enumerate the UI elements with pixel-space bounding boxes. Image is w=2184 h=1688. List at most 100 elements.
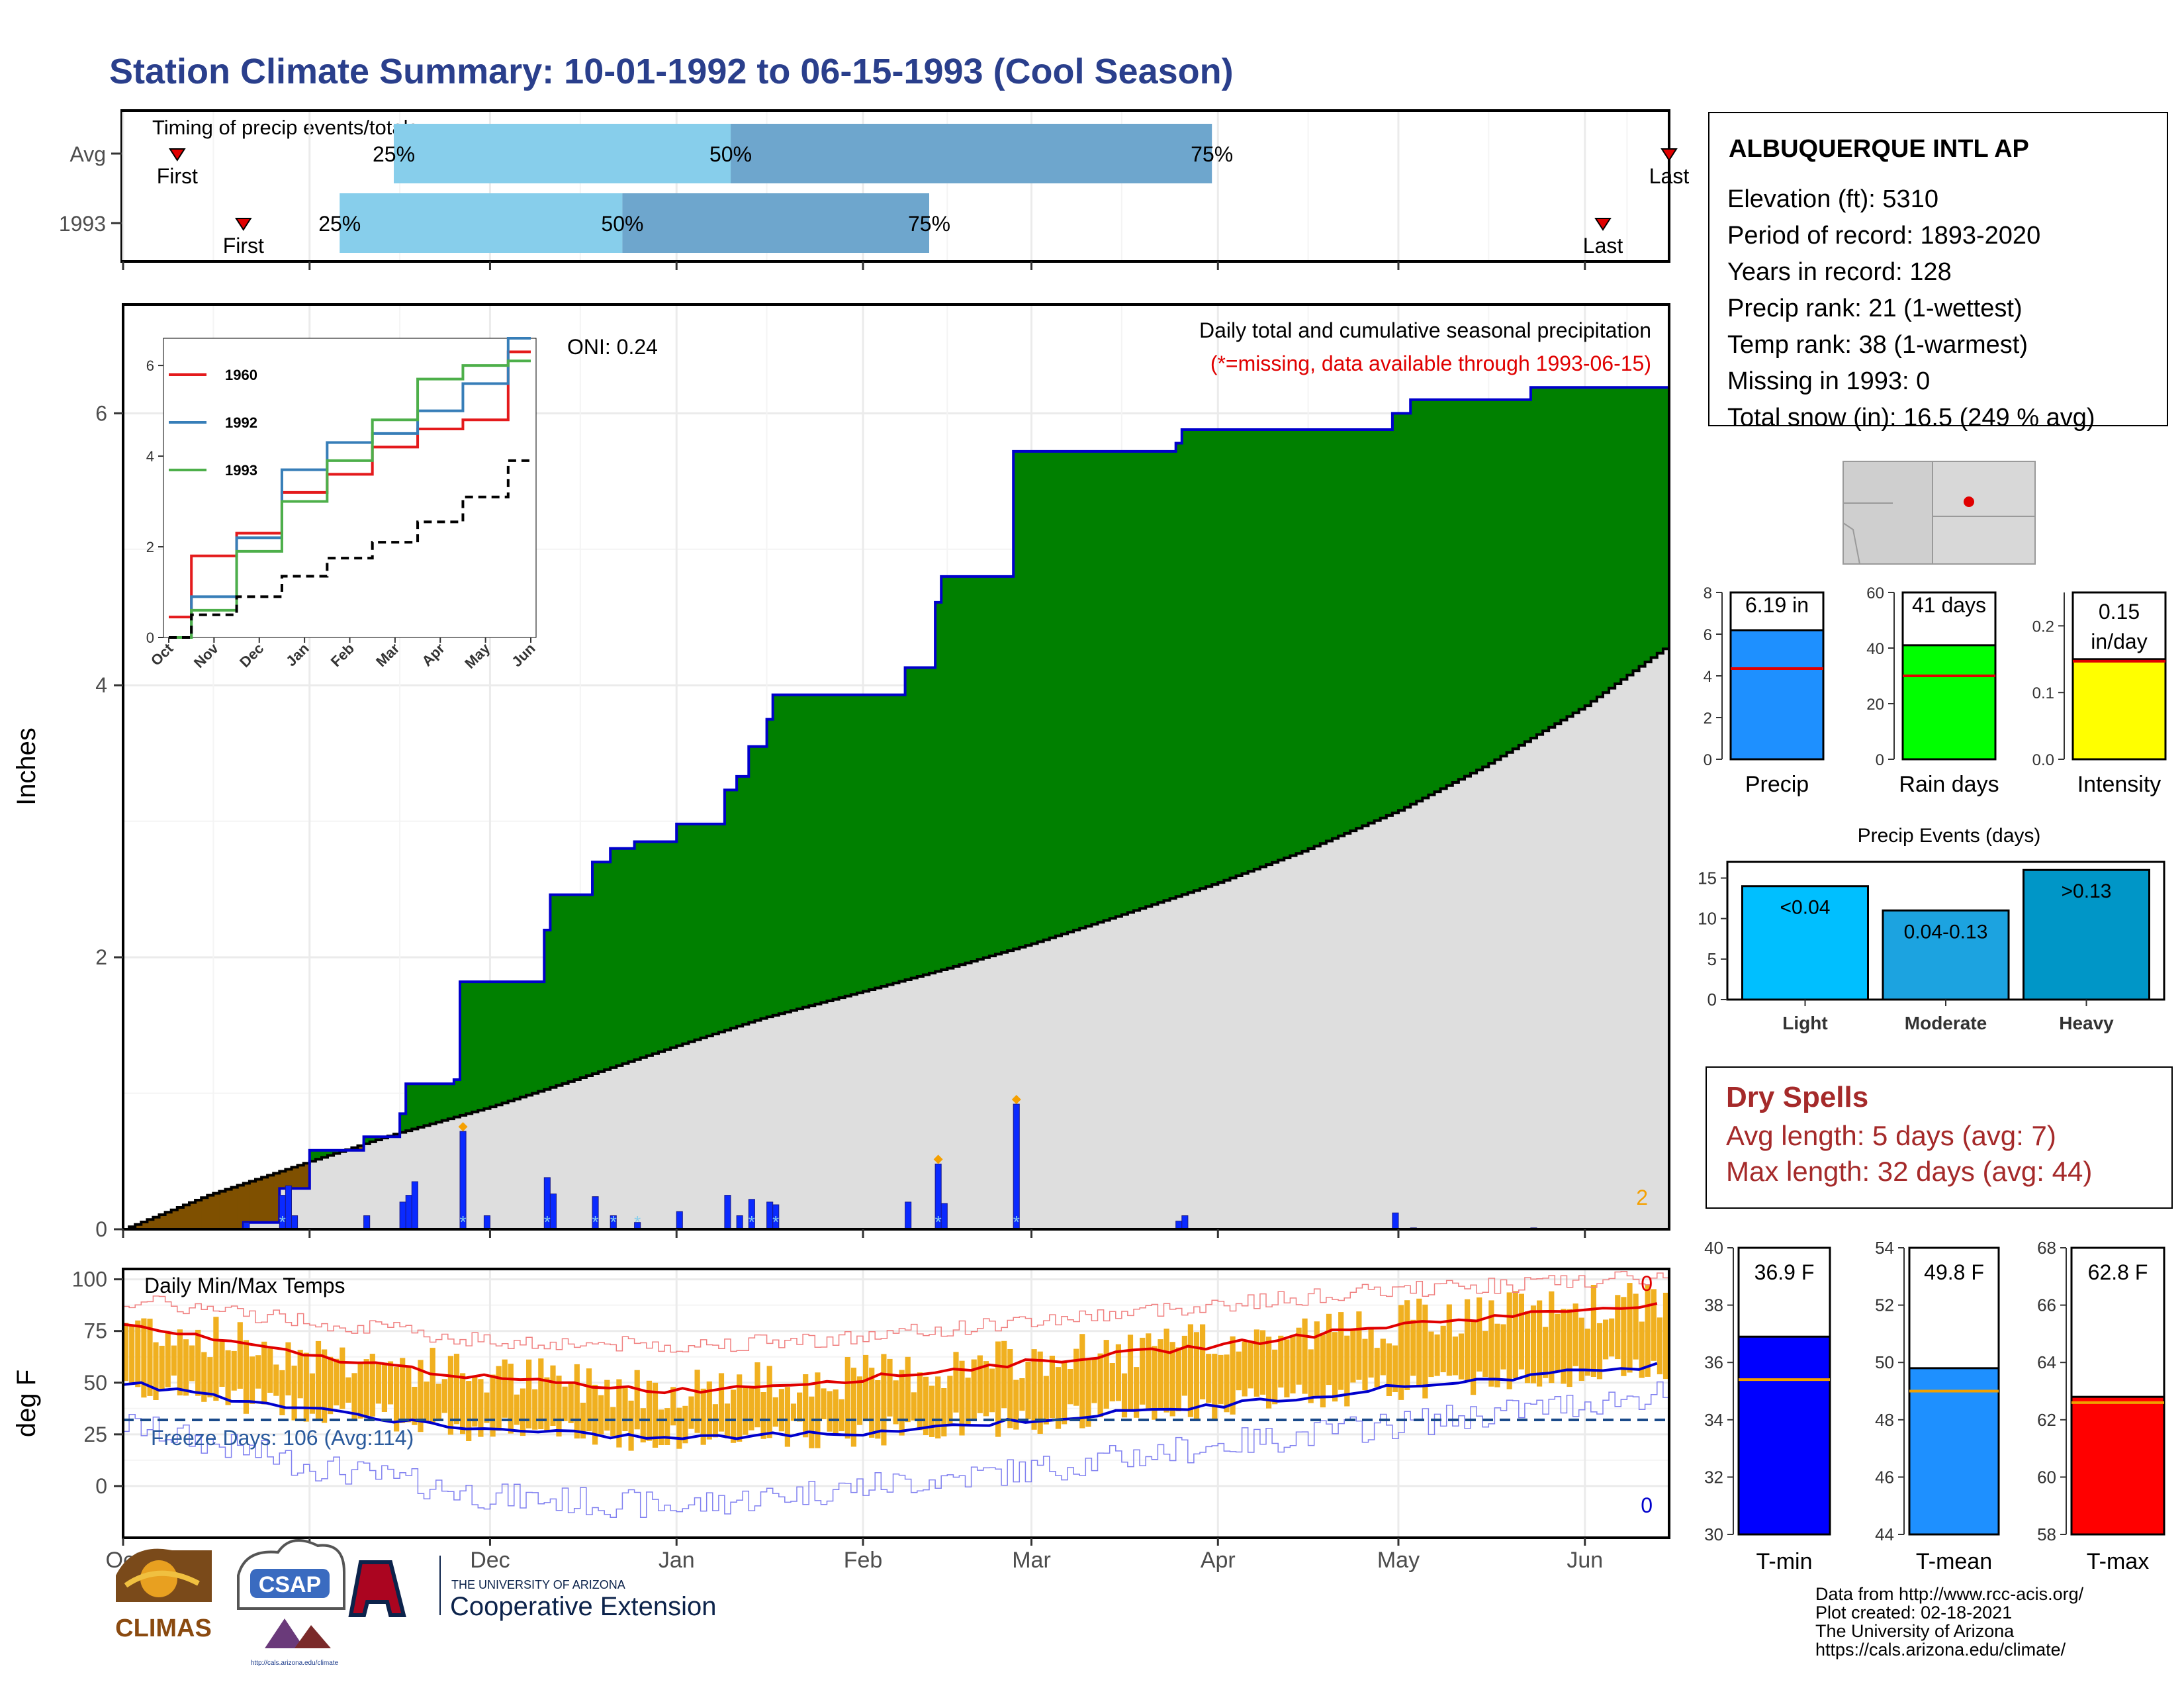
temp-summary-label: T-max bbox=[2087, 1549, 2149, 1574]
anomaly-fill bbox=[291, 1167, 298, 1189]
anomaly-fill bbox=[1278, 430, 1285, 861]
anomaly-fill bbox=[1446, 399, 1453, 786]
daily-temp-range-bar bbox=[1001, 1340, 1007, 1409]
precip-missing-note: (*=missing, data available through 1993-… bbox=[1210, 352, 1651, 375]
anomaly-fill bbox=[995, 576, 1002, 955]
daily-temp-range-bar bbox=[1097, 1353, 1103, 1417]
daily-precip-bar bbox=[291, 1215, 298, 1230]
daily-temp-range-bar bbox=[1115, 1344, 1121, 1401]
average-cumulative-line bbox=[123, 644, 1670, 1231]
anomaly-fill bbox=[821, 694, 828, 1003]
daily-temp-range-bar bbox=[790, 1403, 797, 1421]
daily-temp-range-bar bbox=[1596, 1323, 1603, 1380]
daily-temp-range-bar bbox=[778, 1389, 784, 1432]
anomaly-fill bbox=[1410, 399, 1417, 804]
daily-temp-range-bar bbox=[1121, 1373, 1128, 1418]
csap-logo: CSAP http://cals.arizona.edu/climate bbox=[237, 1539, 345, 1667]
anomaly-fill bbox=[1398, 413, 1405, 811]
summary-bar-fill bbox=[1901, 644, 1997, 761]
anomaly-fill bbox=[562, 894, 569, 1084]
daily-temp-range-bar bbox=[839, 1399, 844, 1432]
anomaly-fill bbox=[743, 776, 749, 1025]
anomaly-fill bbox=[544, 930, 551, 1090]
anomaly-fill bbox=[856, 694, 864, 993]
daily-temp-range-bar bbox=[821, 1388, 827, 1419]
temperature-summary-charts: 30 32 34 36 38 40 36.9 F T-min 44 46 48 50 52 54 49.8 … bbox=[1704, 1238, 2165, 1574]
temp-y-tick-label: 50 bbox=[83, 1371, 107, 1395]
daily-temp-range-bar bbox=[1537, 1300, 1543, 1387]
anomaly-fill bbox=[905, 667, 912, 980]
daily-precip-bar bbox=[363, 1215, 371, 1230]
temp-summary-y-tick-label: 66 bbox=[2037, 1295, 2056, 1315]
summary-y-tick-label: 60 bbox=[1866, 585, 1884, 602]
anomaly-fill bbox=[1253, 430, 1261, 869]
daily-temp-range-bar bbox=[869, 1368, 875, 1438]
month-x-label: Dec bbox=[470, 1548, 510, 1573]
daily-temp-range-bar bbox=[989, 1368, 995, 1413]
anomaly-fill bbox=[899, 694, 906, 982]
inset-y-tick-label: 2 bbox=[146, 539, 154, 555]
daily-temp-range-bar bbox=[1651, 1289, 1657, 1361]
daily-temp-range-bar bbox=[1380, 1338, 1386, 1376]
anomaly-fill bbox=[694, 823, 702, 1040]
anomaly-fill bbox=[1374, 430, 1381, 821]
daily-temp-range-bar bbox=[1068, 1369, 1073, 1405]
record-min-line bbox=[123, 1381, 1669, 1519]
daily-temp-range-bar bbox=[303, 1352, 309, 1422]
events-bar-label: Light bbox=[1782, 1013, 1827, 1033]
events-title: Precip Events (days) bbox=[1858, 825, 2041, 847]
daily-temp-range-bar bbox=[1308, 1349, 1314, 1403]
anomaly-fill bbox=[1458, 399, 1465, 780]
anomaly-fill bbox=[1386, 430, 1393, 816]
temp-summary-y-tick-label: 46 bbox=[1875, 1467, 1894, 1487]
daily-temp-range-bar bbox=[1253, 1329, 1259, 1397]
daily-temp-range-bar bbox=[447, 1356, 453, 1435]
daily-temp-range-bar bbox=[947, 1376, 953, 1426]
anomaly-fill bbox=[1115, 451, 1122, 917]
university-name: THE UNIVERSITY OF ARIZONA bbox=[451, 1578, 625, 1591]
daily-temp-range-bar bbox=[472, 1376, 478, 1427]
daily-precip-bar bbox=[905, 1201, 912, 1230]
anomaly-fill bbox=[737, 776, 743, 1027]
daily-temp-range-bar bbox=[435, 1383, 441, 1420]
precip-y-tick-label: 2 bbox=[95, 945, 107, 969]
precip-y-tick-label: 6 bbox=[95, 401, 107, 425]
anomaly-fill bbox=[592, 862, 599, 1074]
anomaly-fill bbox=[1296, 430, 1303, 854]
daily-temp-range-bar bbox=[664, 1408, 670, 1445]
daily-temp-range-bar bbox=[659, 1409, 664, 1445]
events-y-tick-label: 15 bbox=[1698, 868, 1717, 888]
station-name: ALBUQUERQUE INTL AP bbox=[1729, 135, 2029, 163]
anomaly-fill bbox=[616, 848, 623, 1066]
daily-temp-range-bar bbox=[634, 1370, 640, 1430]
daily-precip-bar bbox=[1181, 1215, 1189, 1230]
snow-marker: * bbox=[1013, 1212, 1020, 1232]
daily-temp-range-bar bbox=[652, 1382, 659, 1448]
anomaly-fill bbox=[977, 576, 984, 960]
temp-summary-y-tick-label: 32 bbox=[1704, 1467, 1723, 1487]
daily-temp-range-bar bbox=[147, 1319, 153, 1396]
snow-marker: * bbox=[772, 1212, 779, 1232]
daily-temp-range-bar bbox=[1609, 1318, 1615, 1357]
anomaly-fill bbox=[622, 848, 629, 1064]
daily-precip-bar bbox=[940, 1203, 948, 1230]
station-info-box: ALBUQUERQUE INTL AP Elevation (ft): 5310… bbox=[1708, 112, 2168, 432]
anomaly-fill bbox=[153, 1217, 160, 1229]
first-event-marker bbox=[234, 218, 252, 231]
anomaly-fill bbox=[628, 848, 635, 1062]
daily-temp-range-bar bbox=[1169, 1342, 1175, 1417]
anomaly-fill bbox=[165, 1212, 172, 1229]
daily-temp-range-bar bbox=[1416, 1298, 1422, 1387]
timing-bar-q50-q75 bbox=[622, 193, 929, 253]
anomaly-fill bbox=[207, 1195, 214, 1229]
anomaly-fill bbox=[1524, 399, 1531, 742]
anomaly-fill bbox=[706, 823, 713, 1036]
station-info-line: Elevation (ft): 5310 bbox=[1727, 185, 1938, 213]
anomaly-fill bbox=[1627, 387, 1634, 675]
daily-precip-bar bbox=[483, 1215, 491, 1230]
first-event-label: First bbox=[223, 234, 264, 258]
anomaly-fill bbox=[610, 848, 617, 1068]
anomaly-fill bbox=[1530, 387, 1537, 738]
oni-label: ONI: 0.24 bbox=[567, 335, 658, 359]
